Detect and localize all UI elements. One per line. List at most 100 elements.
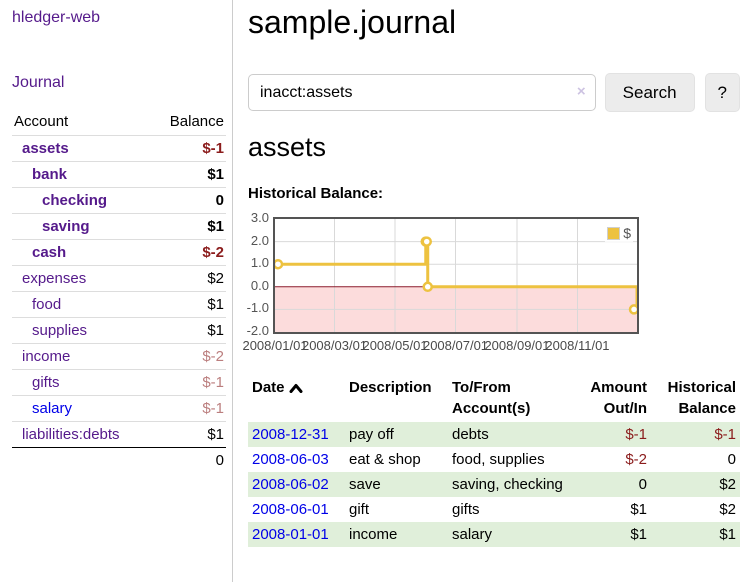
transaction-date-link[interactable]: 2008-01-01 <box>252 526 329 543</box>
account-link-saving[interactable]: saving <box>42 218 90 235</box>
account-link-cash[interactable]: cash <box>32 244 67 261</box>
chart-legend: $ <box>605 224 633 242</box>
account-balance: $1 <box>151 161 226 188</box>
account-link-gifts[interactable]: gifts <box>32 374 60 391</box>
transaction-accounts: saving, checking <box>452 476 563 493</box>
account-row: food $1 <box>12 291 226 318</box>
transaction-accounts: gifts <box>452 501 480 518</box>
register-header-date[interactable]: Date <box>248 374 345 422</box>
account-row: bank $1 <box>12 161 226 188</box>
account-row: cash $-2 <box>12 239 226 266</box>
account-balance: $-1 <box>151 369 226 396</box>
account-link-salary[interactable]: salary <box>32 400 73 417</box>
account-balance: $1 <box>151 213 226 240</box>
transaction-date-link[interactable]: 2008-06-02 <box>252 476 329 493</box>
account-row: saving $1 <box>12 213 226 240</box>
account-balance: $-1 <box>151 395 226 422</box>
account-row: salary $-1 <box>12 395 226 422</box>
transaction-description: pay off <box>349 426 394 443</box>
transaction-date-link[interactable]: 2008-06-01 <box>252 501 329 518</box>
account-link-bank[interactable]: bank <box>32 166 68 183</box>
accounts-total: 0 <box>151 447 226 473</box>
register-table: Date Description To/From Account(s) Amou… <box>248 374 740 547</box>
transaction-description: eat & shop <box>349 451 421 468</box>
accounts-header-account: Account <box>14 113 69 130</box>
accounts-total-row: 0 <box>12 447 226 473</box>
y-tick-label: -2.0 <box>246 323 269 338</box>
account-link-assets[interactable]: assets <box>22 140 69 157</box>
register-row: 2008-12-31 pay off debts $-1 $-1 <box>248 422 740 447</box>
transaction-accounts: debts <box>452 426 489 443</box>
account-row: income $-2 <box>12 343 226 370</box>
transaction-date-link[interactable]: 2008-06-03 <box>252 451 329 468</box>
register-row: 2008-01-01 income salary $1 $1 <box>248 522 740 547</box>
balance-chart: $ 3.0 2.0 1.0 0.0 -1.0 -2.0 2008/01/01 2008/03/… <box>242 210 740 353</box>
register-header-accounts: To/From Account(s) <box>452 379 531 417</box>
legend-label: $ <box>623 225 631 241</box>
transaction-description: gift <box>349 501 370 518</box>
main-content: sample.journal × Search ? assets Histori… <box>242 0 740 547</box>
account-row: gifts $-1 <box>12 369 226 396</box>
account-link-liabilities-debts[interactable]: liabilities:debts <box>22 426 120 443</box>
x-tick-label: 2008/05/01 <box>362 338 428 353</box>
journal-link[interactable]: Journal <box>12 74 65 91</box>
register-header-balance: Historical Balance <box>667 379 736 417</box>
account-row: assets $-1 <box>12 135 226 162</box>
account-link-checking[interactable]: checking <box>42 192 108 209</box>
y-tick-label: 3.0 <box>250 210 269 225</box>
date-header-label: Date <box>252 379 285 396</box>
search-row: × Search ? <box>248 73 740 112</box>
transaction-description: save <box>349 476 381 493</box>
account-link-food[interactable]: food <box>32 296 62 313</box>
account-link-income[interactable]: income <box>22 348 71 365</box>
transaction-amount: $-2 <box>625 451 647 468</box>
account-balance: $-2 <box>151 343 226 370</box>
page-title: sample.journal <box>248 4 457 40</box>
x-tick-label: 2008/09/01 <box>484 338 550 353</box>
x-tick-label: 2008/07/01 <box>422 338 489 353</box>
chart-plot: $ <box>273 217 639 334</box>
accounts-table: Account Balance assets $-1 bank $1 check… <box>12 109 226 473</box>
transaction-balance: $1 <box>719 526 736 543</box>
search-box: × <box>248 74 596 111</box>
y-tick-label: 2.0 <box>250 232 269 248</box>
account-row: expenses $2 <box>12 265 226 292</box>
search-input[interactable] <box>248 74 596 111</box>
account-row: checking 0 <box>12 187 226 214</box>
register-row: 2008-06-02 save saving, checking 0 $2 <box>248 472 740 497</box>
account-link-supplies[interactable]: supplies <box>32 322 88 339</box>
transaction-amount: 0 <box>638 476 647 493</box>
legend-swatch-icon <box>607 226 621 240</box>
y-tick-label: -1.0 <box>246 300 269 316</box>
transaction-amount: $-1 <box>625 426 647 443</box>
account-balance: $1 <box>151 291 226 318</box>
y-tick-label: 1.0 <box>250 255 269 271</box>
account-balance: $1 <box>151 317 226 344</box>
transaction-balance: $2 <box>719 501 736 518</box>
account-balance: 0 <box>151 187 226 214</box>
account-balance: $-1 <box>151 135 226 162</box>
search-button[interactable]: Search <box>604 73 695 112</box>
help-button[interactable]: ? <box>704 73 740 112</box>
account-heading: assets <box>248 132 327 162</box>
transaction-date-link[interactable]: 2008-12-31 <box>252 426 329 443</box>
app-title: hledger-web <box>12 9 225 27</box>
x-tick-label: 2008/03/01 <box>301 338 368 353</box>
transaction-balance: 0 <box>727 451 736 468</box>
transaction-accounts: salary <box>452 526 493 543</box>
clear-search-icon[interactable]: × <box>576 83 586 100</box>
sidebar: hledger-web Journal Account Balance asse… <box>0 0 233 582</box>
register-header-row: Date Description To/From Account(s) Amou… <box>248 374 740 422</box>
x-tick-label: 2008/01/01 <box>242 338 308 353</box>
account-balance: $-2 <box>151 239 226 266</box>
account-link-expenses[interactable]: expenses <box>22 270 87 287</box>
account-balance: $2 <box>151 265 226 292</box>
transaction-balance: $2 <box>719 476 736 493</box>
transaction-balance: $-1 <box>714 426 736 443</box>
register-header-description: Description <box>349 379 432 396</box>
transaction-accounts: food, supplies <box>452 451 545 468</box>
app-title-link[interactable]: hledger-web <box>12 9 101 26</box>
register-header-amount: Amount Out/In <box>590 379 647 417</box>
register-row: 2008-06-01 gift gifts $1 $2 <box>248 497 740 522</box>
